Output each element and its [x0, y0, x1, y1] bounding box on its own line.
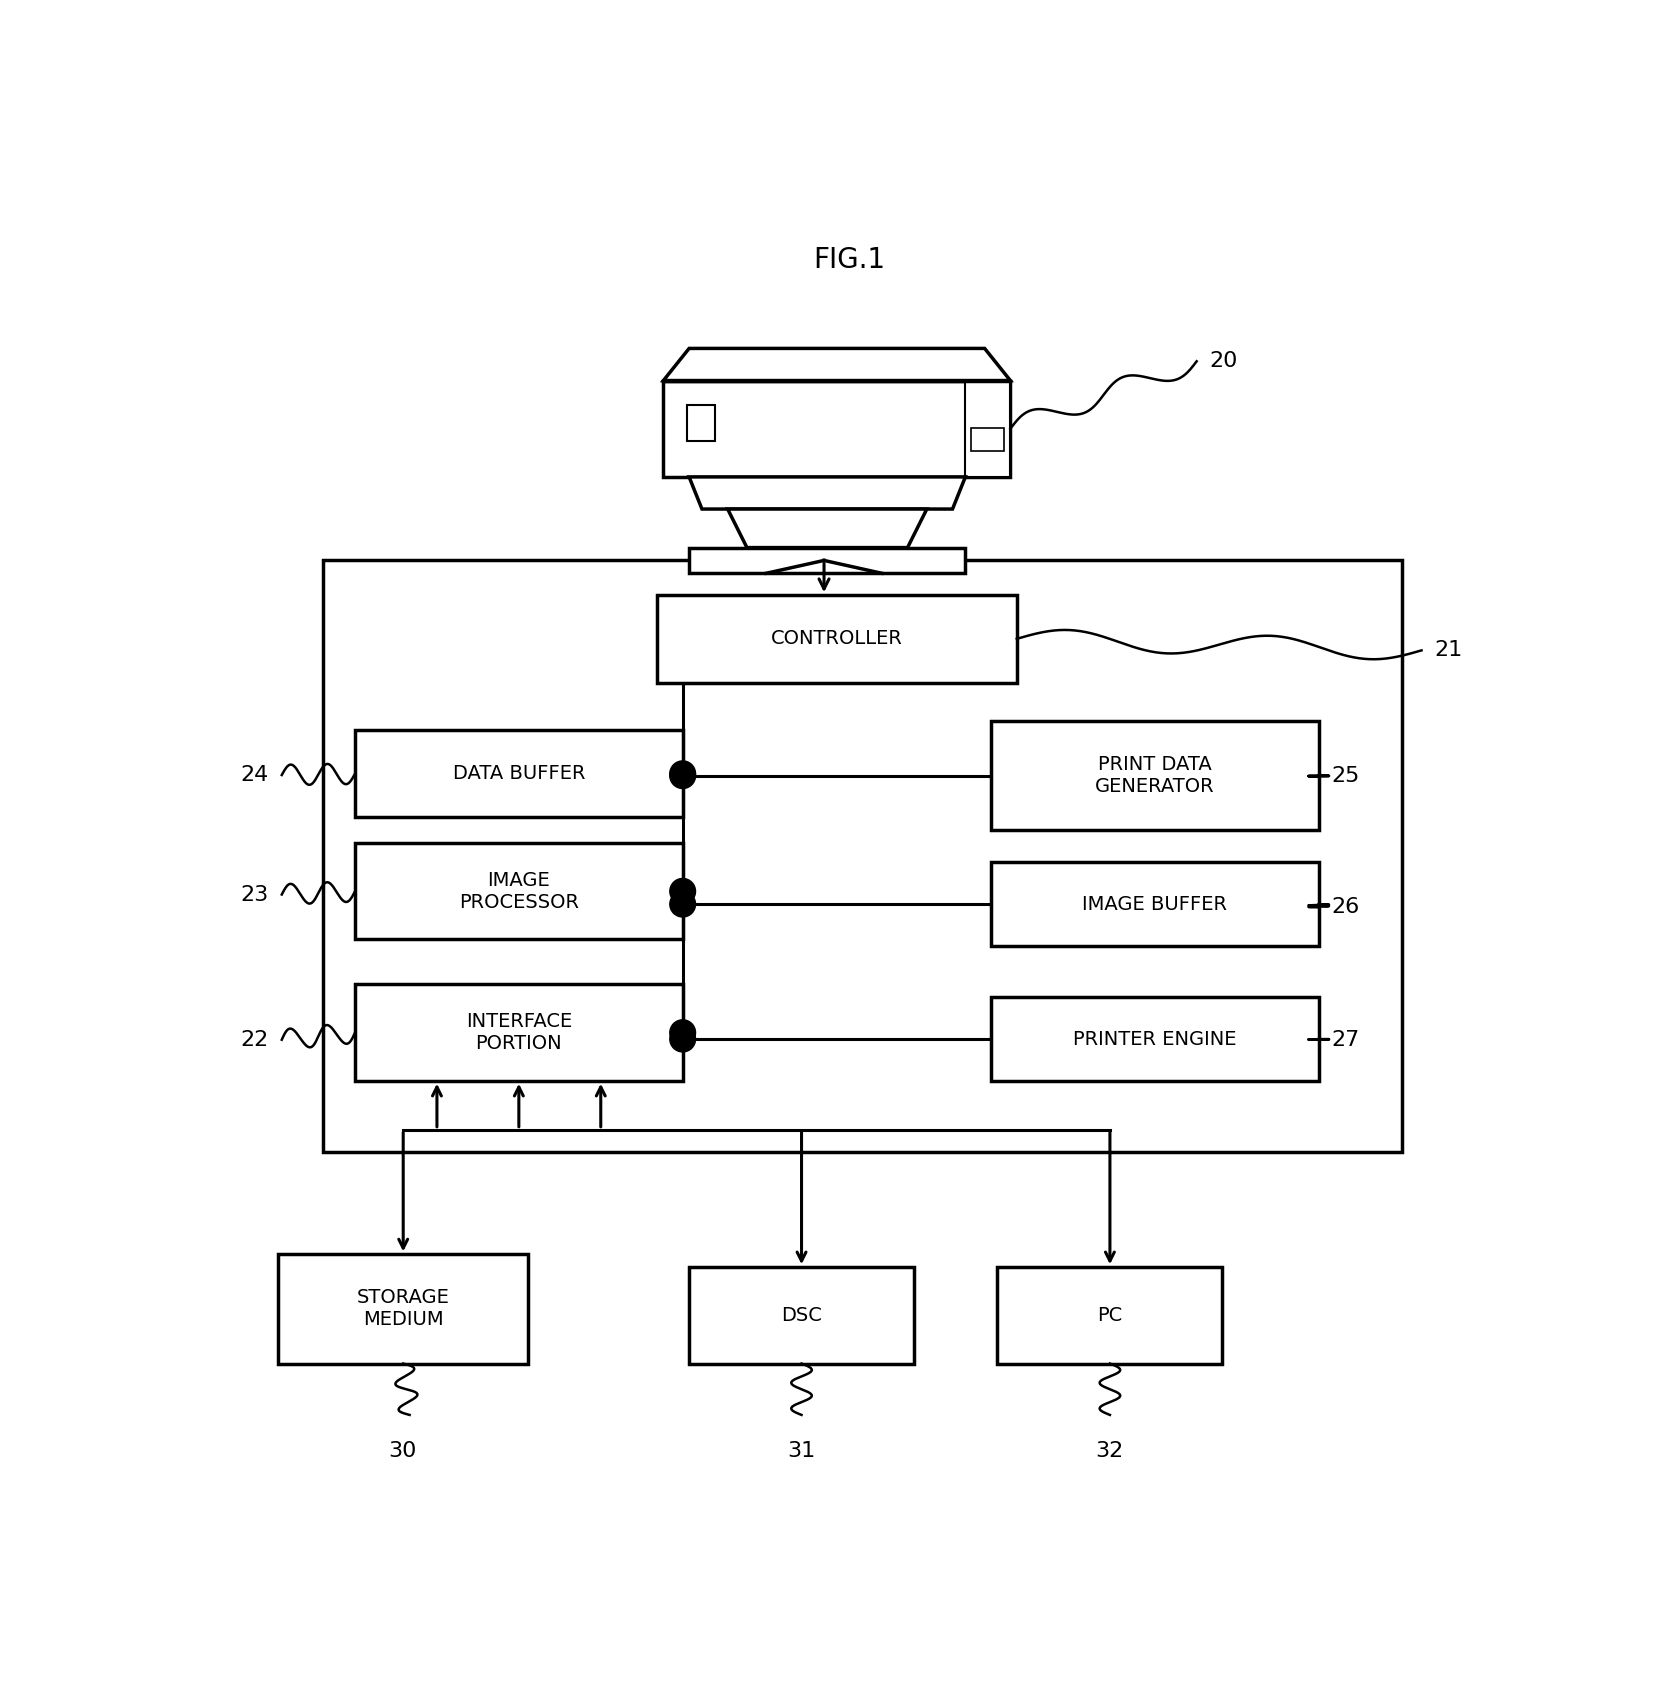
Circle shape	[669, 761, 696, 786]
Circle shape	[669, 763, 696, 788]
Text: 30: 30	[388, 1441, 416, 1461]
Bar	[656, 595, 1016, 683]
Text: PRINTER ENGINE: PRINTER ENGINE	[1072, 1029, 1236, 1049]
Bar	[998, 1268, 1221, 1363]
Text: 31: 31	[787, 1441, 815, 1461]
Circle shape	[669, 892, 696, 917]
Text: PRINT DATA
GENERATOR: PRINT DATA GENERATOR	[1094, 756, 1215, 797]
Circle shape	[669, 1025, 696, 1053]
Bar	[991, 863, 1317, 946]
Bar	[686, 405, 714, 441]
Bar	[355, 842, 683, 939]
Text: CONTROLLER: CONTROLLER	[771, 629, 903, 647]
Text: 27: 27	[1331, 1031, 1359, 1049]
Text: DATA BUFFER: DATA BUFFER	[452, 764, 585, 783]
Bar	[663, 381, 1009, 476]
Bar	[278, 1254, 529, 1363]
Text: STORAGE
MEDIUM: STORAGE MEDIUM	[356, 1288, 449, 1329]
Bar	[323, 561, 1402, 1151]
Text: 21: 21	[1433, 641, 1461, 661]
Text: 20: 20	[1208, 351, 1238, 371]
Polygon shape	[663, 349, 1009, 381]
Bar	[689, 547, 964, 573]
Bar	[969, 429, 1004, 451]
Text: 26: 26	[1331, 897, 1359, 917]
Text: IMAGE
PROCESSOR: IMAGE PROCESSOR	[459, 871, 578, 912]
Text: 25: 25	[1331, 766, 1359, 786]
Polygon shape	[689, 476, 964, 508]
Text: IMAGE BUFFER: IMAGE BUFFER	[1082, 895, 1226, 914]
Circle shape	[669, 1020, 696, 1046]
Bar	[689, 1268, 913, 1363]
Bar	[964, 381, 1009, 476]
Polygon shape	[727, 508, 926, 547]
Circle shape	[669, 878, 696, 903]
Bar	[991, 997, 1317, 1081]
Text: 32: 32	[1095, 1441, 1123, 1461]
Text: DSC: DSC	[780, 1305, 822, 1325]
Text: FIG.1: FIG.1	[814, 246, 885, 273]
Text: INTERFACE
PORTION: INTERFACE PORTION	[466, 1012, 572, 1053]
Text: 22: 22	[240, 1031, 268, 1049]
Text: 23: 23	[240, 885, 268, 905]
Bar	[355, 731, 683, 817]
Bar	[355, 985, 683, 1081]
Text: PC: PC	[1097, 1305, 1122, 1325]
Text: 24: 24	[240, 764, 268, 785]
Bar	[991, 720, 1317, 831]
